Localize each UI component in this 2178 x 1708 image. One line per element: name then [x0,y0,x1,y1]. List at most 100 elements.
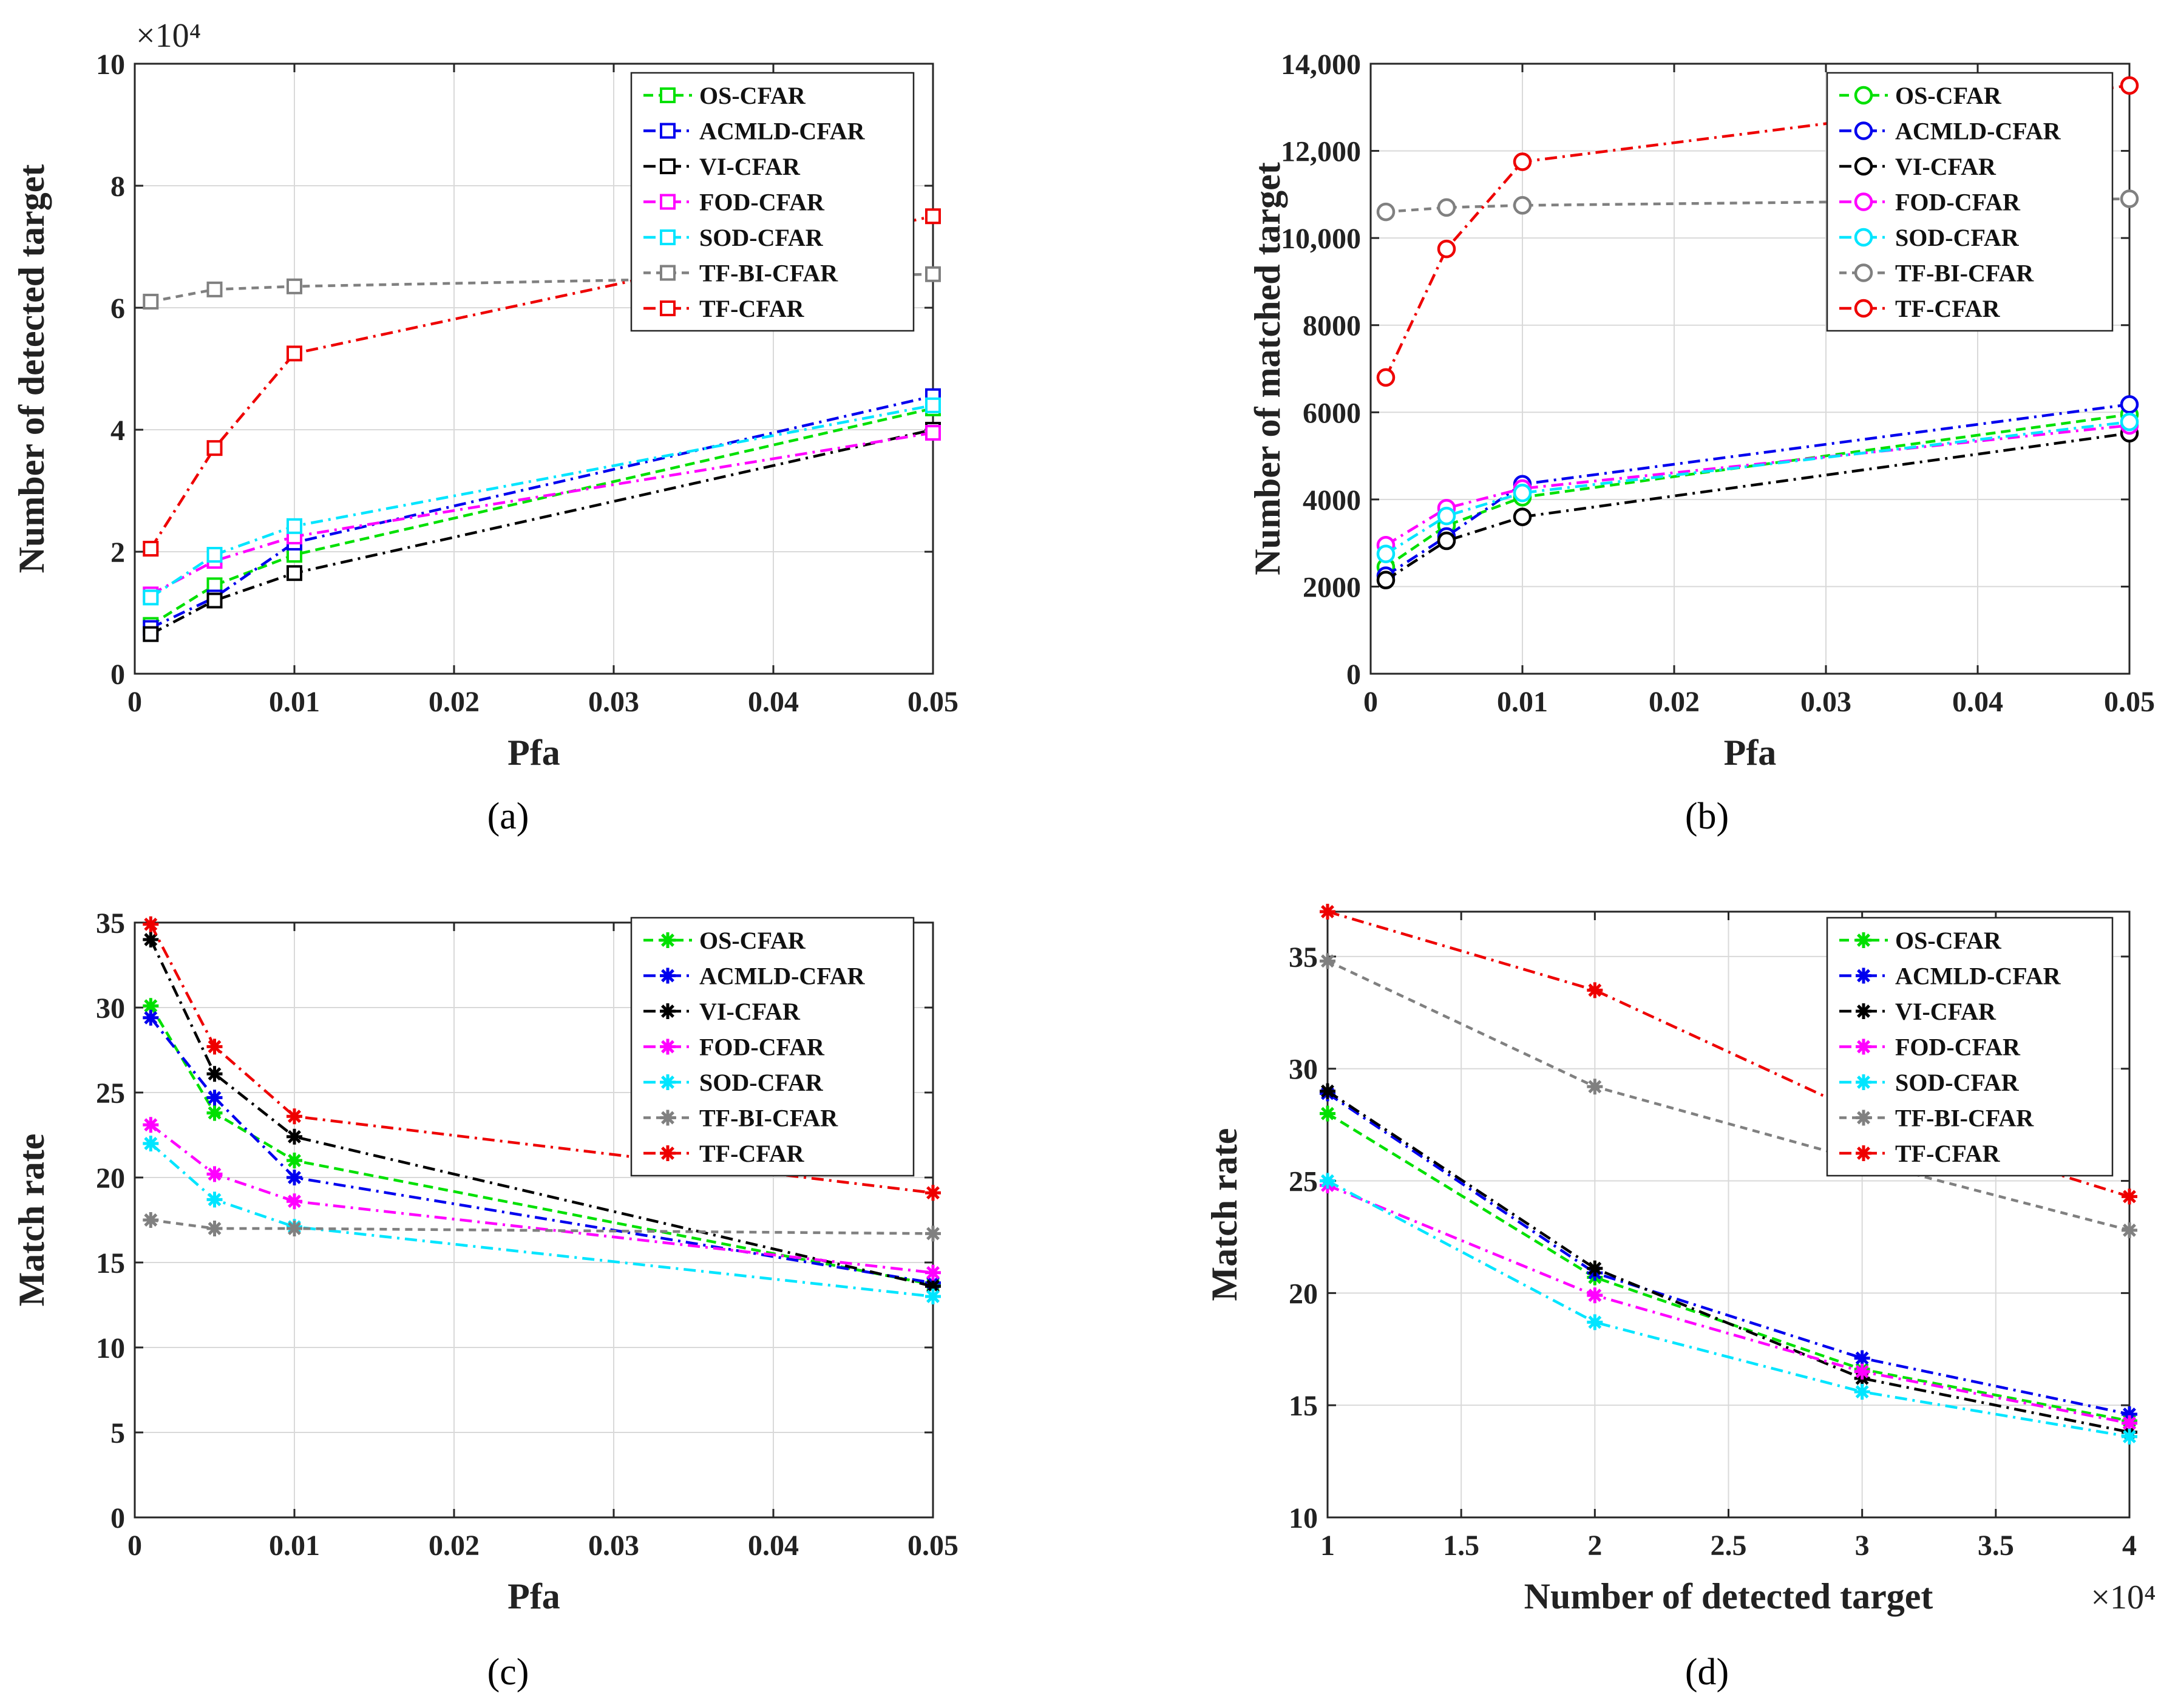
series-fod-cfar [143,1117,941,1281]
data-point [1587,1079,1603,1095]
legend-label: OS-CFAR [1895,927,2002,954]
legend-label: OS-CFAR [699,927,806,954]
x-tick-label: 0.02 [1649,686,1700,718]
series-line [1385,403,2130,577]
data-point [2120,412,2139,432]
legend-label: TF-BI-CFAR [699,260,838,287]
data-point [1587,1287,1603,1304]
data-point [143,1117,159,1133]
series-line [150,407,934,626]
legend-label: VI-CFAR [699,153,801,180]
data-point [287,1108,302,1125]
data-point [287,345,302,362]
legend-marker [1854,228,1873,247]
data-point [287,278,302,294]
legend-label: FOD-CFAR [1895,189,2021,216]
legend-marker [660,968,676,984]
data-point [1854,1350,1870,1366]
data-point [206,592,223,609]
x-tick-label: 0.05 [2104,686,2155,718]
data-point [206,1191,223,1208]
series-sod-cfar [1376,412,2139,563]
legend-label: ACMLD-CFAR [1895,118,2061,145]
y-tick-label: 30 [96,992,125,1025]
data-point [206,1166,223,1182]
data-point [1513,152,1532,171]
legend-marker [1854,192,1873,211]
legend-marker [1856,1110,1871,1126]
y-tick-label: 5 [110,1417,125,1449]
data-point [206,1066,223,1082]
y-tick-label: 25 [96,1077,125,1110]
x-tick-label: 0 [127,1530,142,1562]
series-tf-bi-cfar [143,1212,941,1242]
legend-marker [1856,1145,1871,1161]
legend-marker [660,1074,676,1090]
x-tick-label: 0.03 [588,1530,639,1562]
legend-label: OS-CFAR [699,82,806,109]
data-point [143,916,159,932]
series-tf-cfar [1376,76,2139,387]
panel-caption: (a) [487,796,529,837]
legend-label: TF-CFAR [1895,295,2001,322]
data-point [143,626,159,642]
series-line [1326,1090,2130,1434]
data-point [1854,1363,1870,1380]
x-tick-label: 2 [1587,1530,1602,1562]
data-point [206,440,223,456]
legend-marker [660,194,676,210]
data-point [143,1212,159,1228]
data-point [206,547,223,563]
panel-caption: (c) [487,1652,529,1693]
legend-marker [1856,1003,1871,1019]
legend: OS-CFAR ACMLD-CFAR VI-CFAR FOD-CFAR SOD-CFAR… [630,917,915,1177]
series-line [1327,910,2130,1198]
axes-box [134,63,934,675]
legend-label: TF-BI-CFAR [1895,1105,2034,1132]
data-point [287,1221,302,1236]
legend: OS-CFAR ACMLD-CFAR VI-CFAR FOD-CFAR SOD-CFAR… [1826,72,2114,332]
data-point [1513,196,1532,215]
y-tick-label: 30 [1289,1054,1318,1086]
data-point [2120,395,2139,414]
legend-marker [1856,1074,1871,1090]
data-point [287,1170,302,1185]
series-vi-cfar [143,932,941,1295]
x-tick-label: 0 [127,686,142,718]
series-line [150,273,934,303]
x-tick-label: 0.04 [748,1530,799,1562]
x-tick-label: 0.04 [748,686,799,718]
legend-label: SOD-CFAR [1895,224,2020,251]
legend-label: SOD-CFAR [1895,1069,2020,1096]
y-tick-label: 0 [1346,659,1361,691]
x-tick-label: 4 [2122,1530,2137,1562]
data-point [1376,368,1396,387]
series-sod-cfar [1320,1173,2137,1445]
series-line [1326,1092,2130,1416]
legend-marker [660,932,676,948]
panel-c: 0 0.01 0.02 0.03 0.04 0.05 0 5 10 15 20 25 30 35 Pfa Ma… [12,907,958,1693]
legend-label: ACMLD-CFAR [699,963,866,990]
x-tick-label: 2.5 [1711,1530,1747,1562]
data-point [2122,1222,2137,1238]
x-tick-label: 0.04 [1952,686,2003,718]
series-line [149,1123,934,1275]
series-line [150,428,934,635]
legend-marker [660,158,676,174]
legend-label: OS-CFAR [1895,82,2002,109]
y-axis-label: Match rate [12,1134,52,1307]
y-tick-label: 20 [1289,1278,1318,1310]
data-point [1587,1260,1603,1276]
panel-caption: (d) [1685,1652,1729,1693]
x-tick-label: 0.03 [1800,686,1851,718]
data-point [143,540,159,557]
legend-label: TF-CFAR [699,1140,805,1167]
panel-b: 0 0.01 0.02 0.03 0.04 0.05 0 2000 4000 6000 8000 10… [1247,49,2155,837]
series-line [1384,84,2130,378]
data-point [143,1009,159,1026]
series-tf-bi-cfar [143,266,941,310]
x-tick-label: 0.05 [908,1530,958,1562]
y-tick-label: 2 [110,537,125,569]
legend-marker [660,123,676,139]
series-vi-cfar [1376,424,2139,589]
